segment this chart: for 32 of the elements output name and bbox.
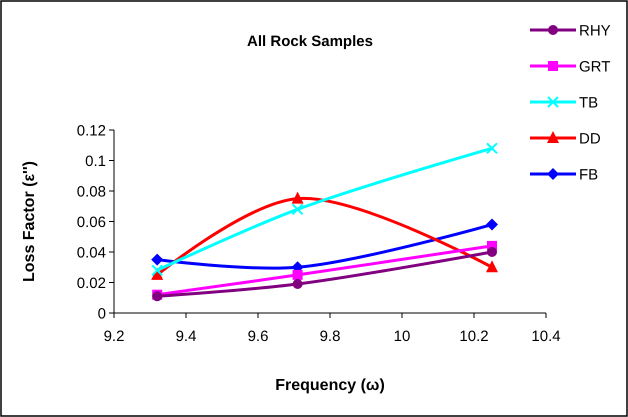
y-tick-label: 0.08: [76, 183, 106, 200]
point: [487, 247, 497, 257]
x-tick-label: 9.2: [104, 328, 124, 345]
y-tick-label: 0.02: [76, 274, 106, 292]
x-tick-label: 9.8: [320, 328, 340, 345]
point: [151, 264, 164, 276]
legend-label: GRT: [579, 58, 610, 76]
x-tick-label: 10.4: [531, 328, 561, 345]
point: [486, 142, 498, 154]
point: [292, 279, 303, 290]
x-axis-title: Frequency (ω): [275, 377, 385, 394]
y-tick-label: 0.1: [85, 152, 106, 170]
point: [486, 218, 498, 231]
x-tick-label: 9.4: [176, 328, 196, 345]
chart-title: All Rock Samples: [247, 33, 373, 50]
point: [292, 203, 304, 216]
point: [486, 260, 498, 272]
y-tick-label: 0.12: [76, 122, 106, 140]
y-tick-label: 0.06: [76, 214, 106, 231]
y-axis-title: Loss Factor (ε''): [21, 161, 38, 282]
point: [292, 270, 303, 280]
x-tick-label: 10: [394, 328, 410, 345]
y-tick-label: 0: [98, 305, 106, 322]
point: [151, 254, 164, 266]
x-tick-label: 10.2: [459, 328, 489, 345]
y-tick-label: 0.04: [76, 244, 106, 262]
x-tick-label: 9.6: [248, 328, 268, 345]
legend-label: DD: [579, 130, 601, 148]
point: [292, 192, 304, 204]
legend-label: RHY: [579, 22, 611, 40]
legend-label: FB: [579, 166, 598, 184]
legend-label: TB: [579, 94, 598, 112]
